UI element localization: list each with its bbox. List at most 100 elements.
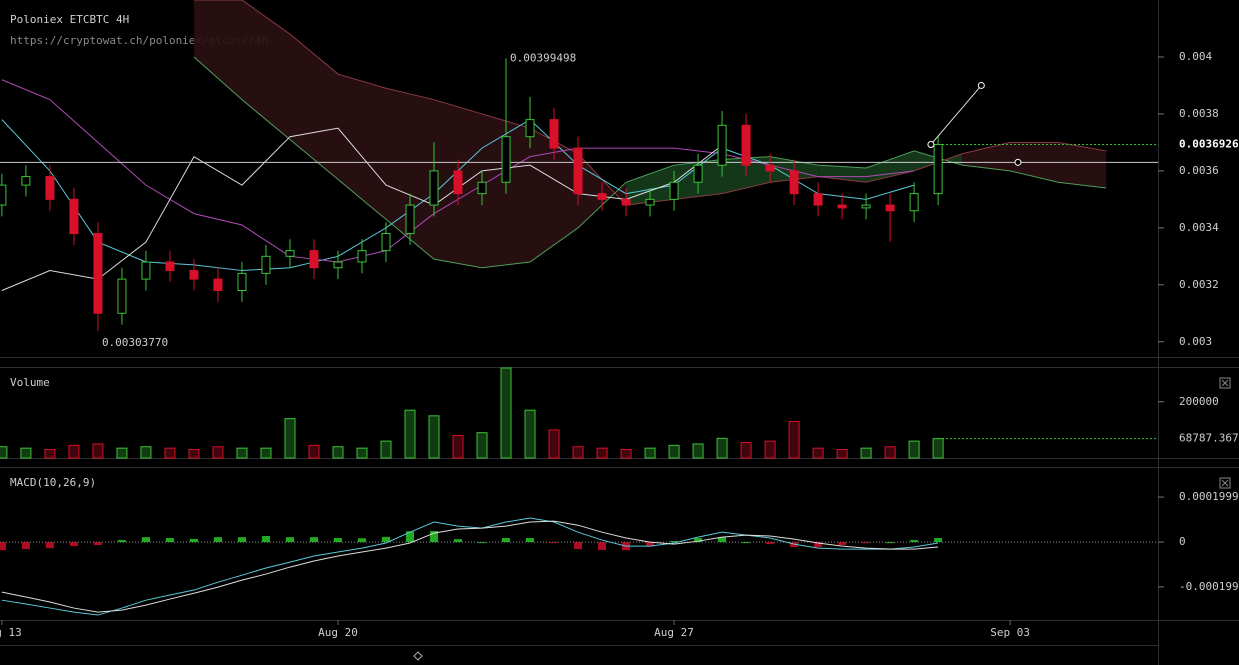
- candle-body: [117, 278, 127, 314]
- macd-histogram-bar: [838, 542, 847, 546]
- candle-body: [573, 147, 583, 195]
- candle-body: [645, 198, 655, 206]
- macd-histogram-bar: [261, 536, 270, 543]
- candle-body: [93, 233, 103, 314]
- candle-body: [405, 204, 415, 235]
- y-tick-label: 0.003: [1179, 335, 1212, 348]
- macd-histogram-bar: [357, 538, 366, 543]
- volume-bar: [260, 447, 272, 459]
- candle-body: [333, 261, 343, 269]
- volume-bar: [140, 446, 152, 459]
- macd-histogram-bar: [69, 542, 78, 547]
- candle-body: [0, 184, 7, 206]
- volume-bar: [356, 447, 368, 459]
- candle-body: [621, 198, 631, 206]
- x-tick-label: Aug 13: [0, 626, 22, 639]
- y-tick-label: -0.000199: [1179, 580, 1239, 593]
- scroll-handle[interactable]: [413, 651, 423, 661]
- y-tick-label: 0.0032: [1179, 278, 1219, 291]
- y-tick-label: 0.004: [1179, 50, 1212, 63]
- candle-body: [261, 255, 271, 274]
- volume-bar: [740, 442, 752, 459]
- candle-body: [669, 181, 679, 200]
- macd-histogram-bar: [574, 542, 583, 550]
- macd-histogram-bar: [213, 537, 222, 543]
- macd-histogram-bar: [934, 538, 943, 543]
- volume-bar: [20, 447, 32, 459]
- signal-line: [1, 520, 939, 613]
- volume-bar: [500, 367, 512, 459]
- y-tick-label: 0.0036: [1179, 164, 1219, 177]
- macd-histogram-bar: [93, 542, 102, 546]
- macd-histogram-bar: [21, 542, 30, 550]
- macd-histogram-bar: [886, 542, 895, 544]
- candle-body: [813, 193, 823, 206]
- volume-bar: [620, 449, 632, 459]
- chart-title: Volume: [10, 376, 50, 389]
- volume-bar: [548, 429, 560, 459]
- candle-body: [693, 164, 703, 183]
- volume-bar: [44, 449, 56, 459]
- x-tick-label: Aug 27: [654, 626, 694, 639]
- volume-bar: [332, 446, 344, 459]
- macd-histogram-bar: [910, 540, 919, 543]
- close-button[interactable]: [1219, 477, 1231, 489]
- volume-bar: [572, 446, 584, 459]
- candle-body: [45, 176, 55, 200]
- volume-bar: [764, 440, 776, 459]
- price-annotation: 0.00399498: [510, 51, 576, 64]
- candle-body: [549, 119, 559, 149]
- cloud-fill: [289, 34, 338, 180]
- volume-bar: [932, 438, 944, 459]
- macd-histogram-bar: [237, 537, 246, 543]
- volume-bar: [0, 446, 8, 459]
- y-tick-label: 0.0001999: [1179, 490, 1239, 503]
- candle-body: [357, 250, 367, 263]
- candle-body: [21, 176, 31, 186]
- macd-histogram-bar: [141, 537, 150, 543]
- candle-body: [933, 144, 943, 195]
- volume-bar: [692, 443, 704, 459]
- macd-histogram-bar: [285, 537, 294, 543]
- y-tick-label: 0.0038: [1179, 107, 1219, 120]
- candle-body: [477, 181, 487, 195]
- macd-histogram-bar: [526, 538, 535, 543]
- candle-body: [237, 272, 247, 291]
- volume-bar: [716, 437, 728, 459]
- candle-body: [69, 198, 79, 235]
- volume-bar: [308, 444, 320, 459]
- trend-line: [930, 85, 982, 145]
- macd-histogram-bar: [718, 537, 727, 543]
- close-button[interactable]: [1219, 377, 1231, 389]
- cloud-fill: [193, 0, 242, 100]
- cloud-fill: [241, 0, 290, 140]
- volume-bar: [908, 440, 920, 459]
- chart-title: MACD(10,26,9): [10, 476, 96, 489]
- macd-histogram-bar: [502, 538, 511, 543]
- cloud-fill: [1058, 142, 1107, 188]
- macd-histogram-bar: [598, 542, 607, 550]
- volume-bar: [836, 449, 848, 459]
- volume-bar: [116, 447, 128, 459]
- candle-body: [141, 261, 151, 280]
- y-tick-label: 0: [1179, 535, 1186, 548]
- candle-body: [789, 170, 799, 195]
- candle-body: [909, 193, 919, 212]
- candle-body: [213, 278, 223, 291]
- candle-body: [165, 261, 175, 272]
- macd-histogram-bar: [670, 540, 679, 543]
- candle-body: [741, 124, 751, 166]
- volume-bar: [236, 447, 248, 459]
- candle-body: [453, 170, 463, 195]
- line-handle: [1014, 158, 1022, 166]
- volume-bar: [884, 446, 896, 459]
- macd-histogram-bar: [766, 542, 775, 545]
- volume-bar: [668, 444, 680, 459]
- y-tick-label: 200000: [1179, 395, 1219, 408]
- macd-histogram-bar: [382, 536, 390, 543]
- cloud-fill: [337, 74, 386, 220]
- cloud-fill: [962, 142, 1011, 171]
- candle-body: [501, 136, 511, 183]
- macd-histogram-bar: [0, 542, 6, 551]
